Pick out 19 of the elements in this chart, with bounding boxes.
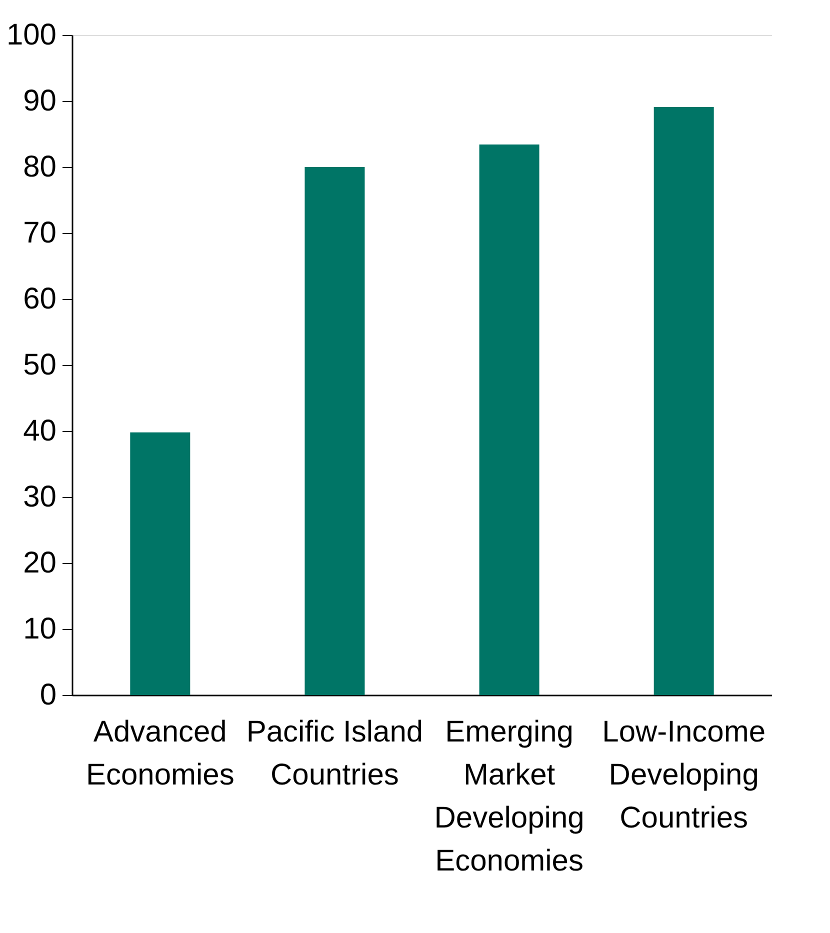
x-tick-label: Low-Income Developing Countries [602, 716, 766, 834]
x-tick-label: Advanced Economies [86, 716, 234, 792]
bar [130, 432, 190, 695]
bar [304, 167, 365, 695]
y-tick-label: 20 [23, 546, 56, 580]
bar [479, 144, 540, 695]
y-tick-label: 30 [23, 480, 56, 514]
y-tick-label: 50 [23, 348, 56, 382]
y-tick-label: 100 [6, 18, 56, 52]
y-tick-label: 70 [23, 216, 56, 250]
x-tick-label: Emerging Market Developing Economies [434, 716, 584, 878]
y-tick-label: 10 [23, 612, 56, 646]
bar [654, 106, 714, 695]
y-tick-label: 40 [23, 414, 56, 448]
y-tick-label: 80 [23, 150, 56, 184]
y-tick-label: 0 [40, 678, 56, 712]
y-tick-label: 90 [23, 84, 56, 118]
y-tick-label: 60 [23, 282, 56, 316]
x-tick-label: Pacific Island Countries [246, 716, 424, 792]
